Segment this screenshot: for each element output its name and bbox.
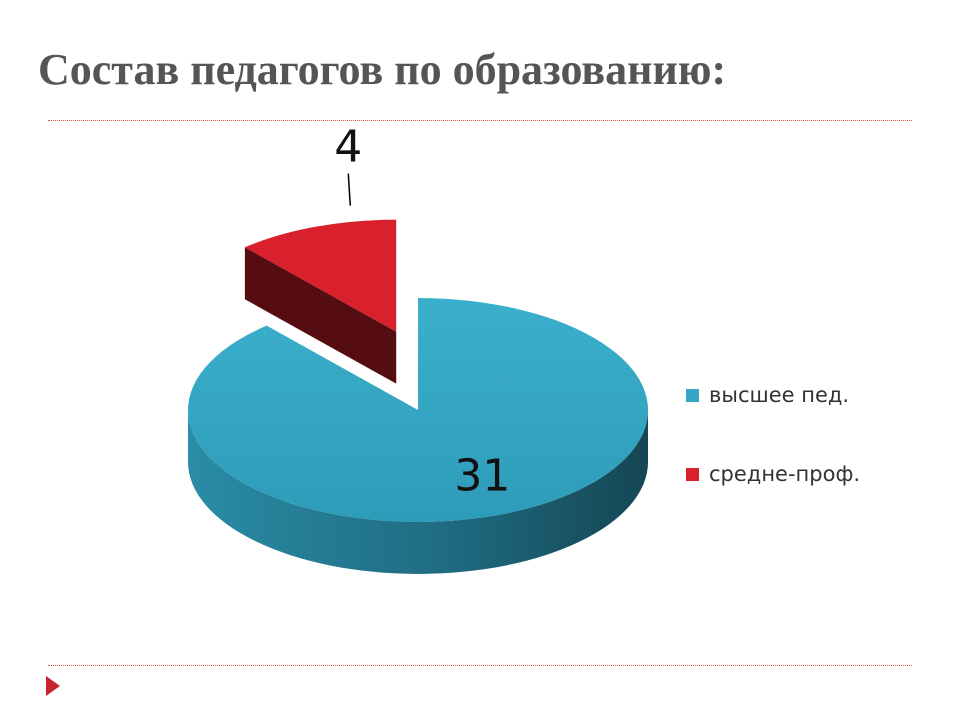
data-label-1: 4 [334, 122, 362, 173]
footer-divider [48, 665, 912, 666]
title-divider [48, 120, 912, 121]
data-label-leader-1 [347, 173, 352, 206]
legend-label-secondary-prof: средне-проф. [709, 462, 861, 486]
pie-slice-side-0 [188, 410, 648, 574]
pie-slice-1 [244, 219, 397, 384]
data-label-0: 31 [454, 451, 510, 502]
arrow-right-icon [46, 676, 60, 696]
legend-swatch-higher-ped [686, 388, 699, 402]
pie-slice-0 [188, 298, 649, 574]
pie-slice-edge-1 [244, 247, 397, 384]
pie-slice-top-0 [188, 298, 649, 522]
legend-item-secondary-prof: средне-проф. [686, 462, 860, 486]
pie-slice-top-1 [244, 219, 397, 332]
legend-swatch-secondary-prof [686, 467, 699, 481]
slide-title: Состав педагогов по образованию: [38, 45, 727, 94]
legend-item-higher-ped: высшее пед. [686, 383, 849, 407]
legend-label-higher-ped: высшее пед. [709, 383, 850, 407]
